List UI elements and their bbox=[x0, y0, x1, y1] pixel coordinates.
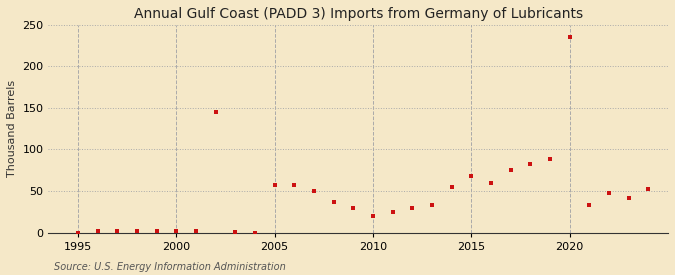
Point bbox=[643, 187, 654, 192]
Text: Source: U.S. Energy Information Administration: Source: U.S. Energy Information Administ… bbox=[54, 262, 286, 272]
Point bbox=[348, 206, 358, 211]
Point bbox=[427, 203, 437, 207]
Point bbox=[485, 180, 496, 185]
Point bbox=[92, 229, 103, 233]
Point bbox=[211, 110, 221, 114]
Point bbox=[545, 157, 556, 162]
Point bbox=[407, 205, 418, 210]
Point bbox=[603, 191, 614, 195]
Point bbox=[584, 203, 595, 207]
Point bbox=[525, 161, 536, 166]
Point bbox=[190, 229, 201, 233]
Point bbox=[289, 183, 300, 187]
Point bbox=[308, 189, 319, 193]
Point bbox=[506, 168, 516, 172]
Point bbox=[446, 185, 457, 189]
Point bbox=[368, 214, 379, 218]
Point bbox=[151, 229, 162, 233]
Y-axis label: Thousand Barrels: Thousand Barrels bbox=[7, 80, 17, 177]
Point bbox=[623, 196, 634, 200]
Point bbox=[73, 230, 84, 235]
Point bbox=[171, 229, 182, 233]
Point bbox=[328, 200, 339, 204]
Title: Annual Gulf Coast (PADD 3) Imports from Germany of Lubricants: Annual Gulf Coast (PADD 3) Imports from … bbox=[134, 7, 583, 21]
Point bbox=[564, 35, 575, 40]
Point bbox=[387, 210, 398, 214]
Point bbox=[466, 174, 477, 178]
Point bbox=[112, 229, 123, 233]
Point bbox=[230, 230, 241, 234]
Point bbox=[269, 183, 280, 187]
Point bbox=[250, 230, 261, 235]
Point bbox=[132, 229, 142, 233]
